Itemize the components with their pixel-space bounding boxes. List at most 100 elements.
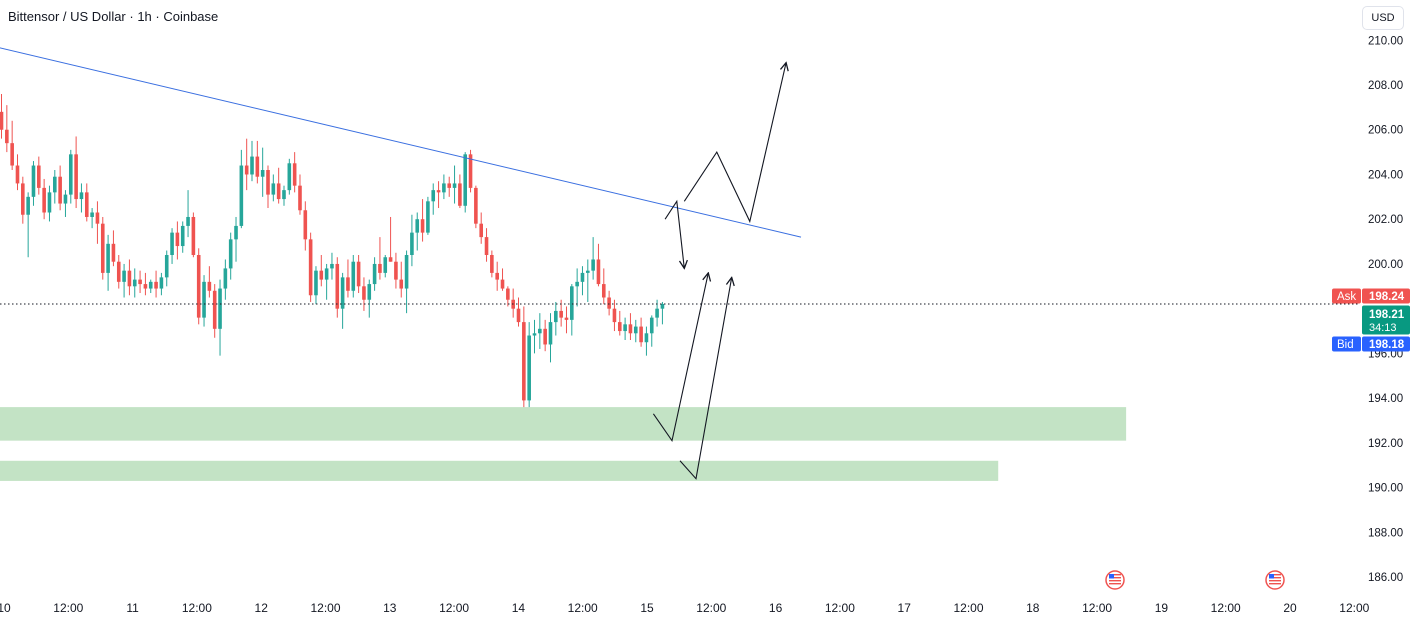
us-flag-icon-stripe [1109,583,1121,585]
candle-down [362,277,366,311]
candle-down [596,243,601,287]
candle-down [143,272,148,296]
ask-tag-bg [1362,288,1410,304]
candle-body [266,170,270,195]
candle-body [660,303,665,309]
candle-down [394,252,398,289]
candle-down [474,185,478,229]
time-tick: 12:00 [696,601,726,615]
candle-up [324,263,329,300]
candle-down [292,152,297,193]
candle-body [586,270,590,273]
ask-tag-value: 198.24 [1369,291,1405,303]
candle-up [532,319,537,354]
candle-down [628,313,633,340]
candle-body [324,268,329,280]
candle-body [442,183,446,193]
candle-body [516,308,521,323]
candle-up [164,250,169,287]
candle-body [410,232,414,255]
candle-up [580,266,585,296]
time-tick: 17 [898,601,912,615]
time-axis-background [0,595,1359,622]
candle-down [212,284,217,338]
time-tick: 16 [769,601,783,615]
candle-down [111,230,116,267]
candle-body [649,317,654,334]
bid-tag-label-bg [1332,336,1361,352]
last-price-tag-bg [1362,305,1410,335]
candle-down [506,286,510,307]
candle-body [122,270,126,282]
candle-up [633,319,638,343]
candle-down [303,201,308,251]
candle-body [490,255,494,273]
candle-down [378,237,382,280]
candle-body [527,335,531,401]
candle-down [127,259,132,296]
candle-body [79,192,84,200]
candle-body [522,322,526,401]
candle-body [127,270,132,287]
candle-down [617,310,622,336]
price-tick: 190.00 [1368,483,1403,495]
candle-body [159,277,164,289]
candle-down [10,120,14,170]
candle-body [74,154,78,200]
candle-down [399,261,404,298]
candle-body [607,297,611,309]
candle-body [207,281,212,291]
price-tick: 200.00 [1368,259,1403,271]
us-flag-icon-stripe [1109,580,1121,582]
candle-up [623,317,627,340]
candle-body [111,243,116,262]
candle-body [314,270,318,296]
price-tick: 186.00 [1368,572,1403,584]
candle-body [479,223,483,238]
candle-body [378,263,382,273]
candle-down [484,228,489,262]
price-tick: 188.00 [1368,527,1403,539]
projection-arrow-3 [652,273,708,443]
candle-up [271,174,276,202]
candle-body [175,232,180,247]
candle-body [367,284,372,300]
candle-down [42,178,46,220]
candle-body [31,165,36,197]
candle-body [554,310,558,323]
candle-down [543,319,547,352]
candle-body [372,263,377,285]
currency-button[interactable]: USD [1362,6,1404,30]
support-zones [0,407,1127,481]
candle-down [601,268,606,305]
time-tick: 14 [512,601,526,615]
price-tick: 202.00 [1368,214,1403,226]
last-price-tag-value: 198.21 [1369,309,1405,321]
candle-body [15,165,20,184]
candle-down [356,255,361,294]
candle-body [303,210,308,240]
candle-body [388,257,393,262]
candle-down [319,255,324,287]
candle-down [388,216,393,262]
candle-down [276,167,281,204]
us-flag-icon [1265,570,1285,590]
candle-body [655,308,659,318]
candle-body [223,268,228,289]
candle-body [143,284,148,289]
candle-body [399,279,404,289]
candle-body [218,288,222,329]
price-tick: 206.00 [1368,125,1403,137]
candle-up [79,183,84,213]
drawings [0,47,1359,480]
support-zone-2 [0,460,999,481]
candle-up [330,252,334,280]
price-tick: 194.00 [1368,393,1403,405]
candle-body [644,333,649,343]
candle-down [346,259,350,298]
support-zone-1 [0,407,1127,441]
candle-down [15,154,20,191]
candle-body [90,212,94,217]
